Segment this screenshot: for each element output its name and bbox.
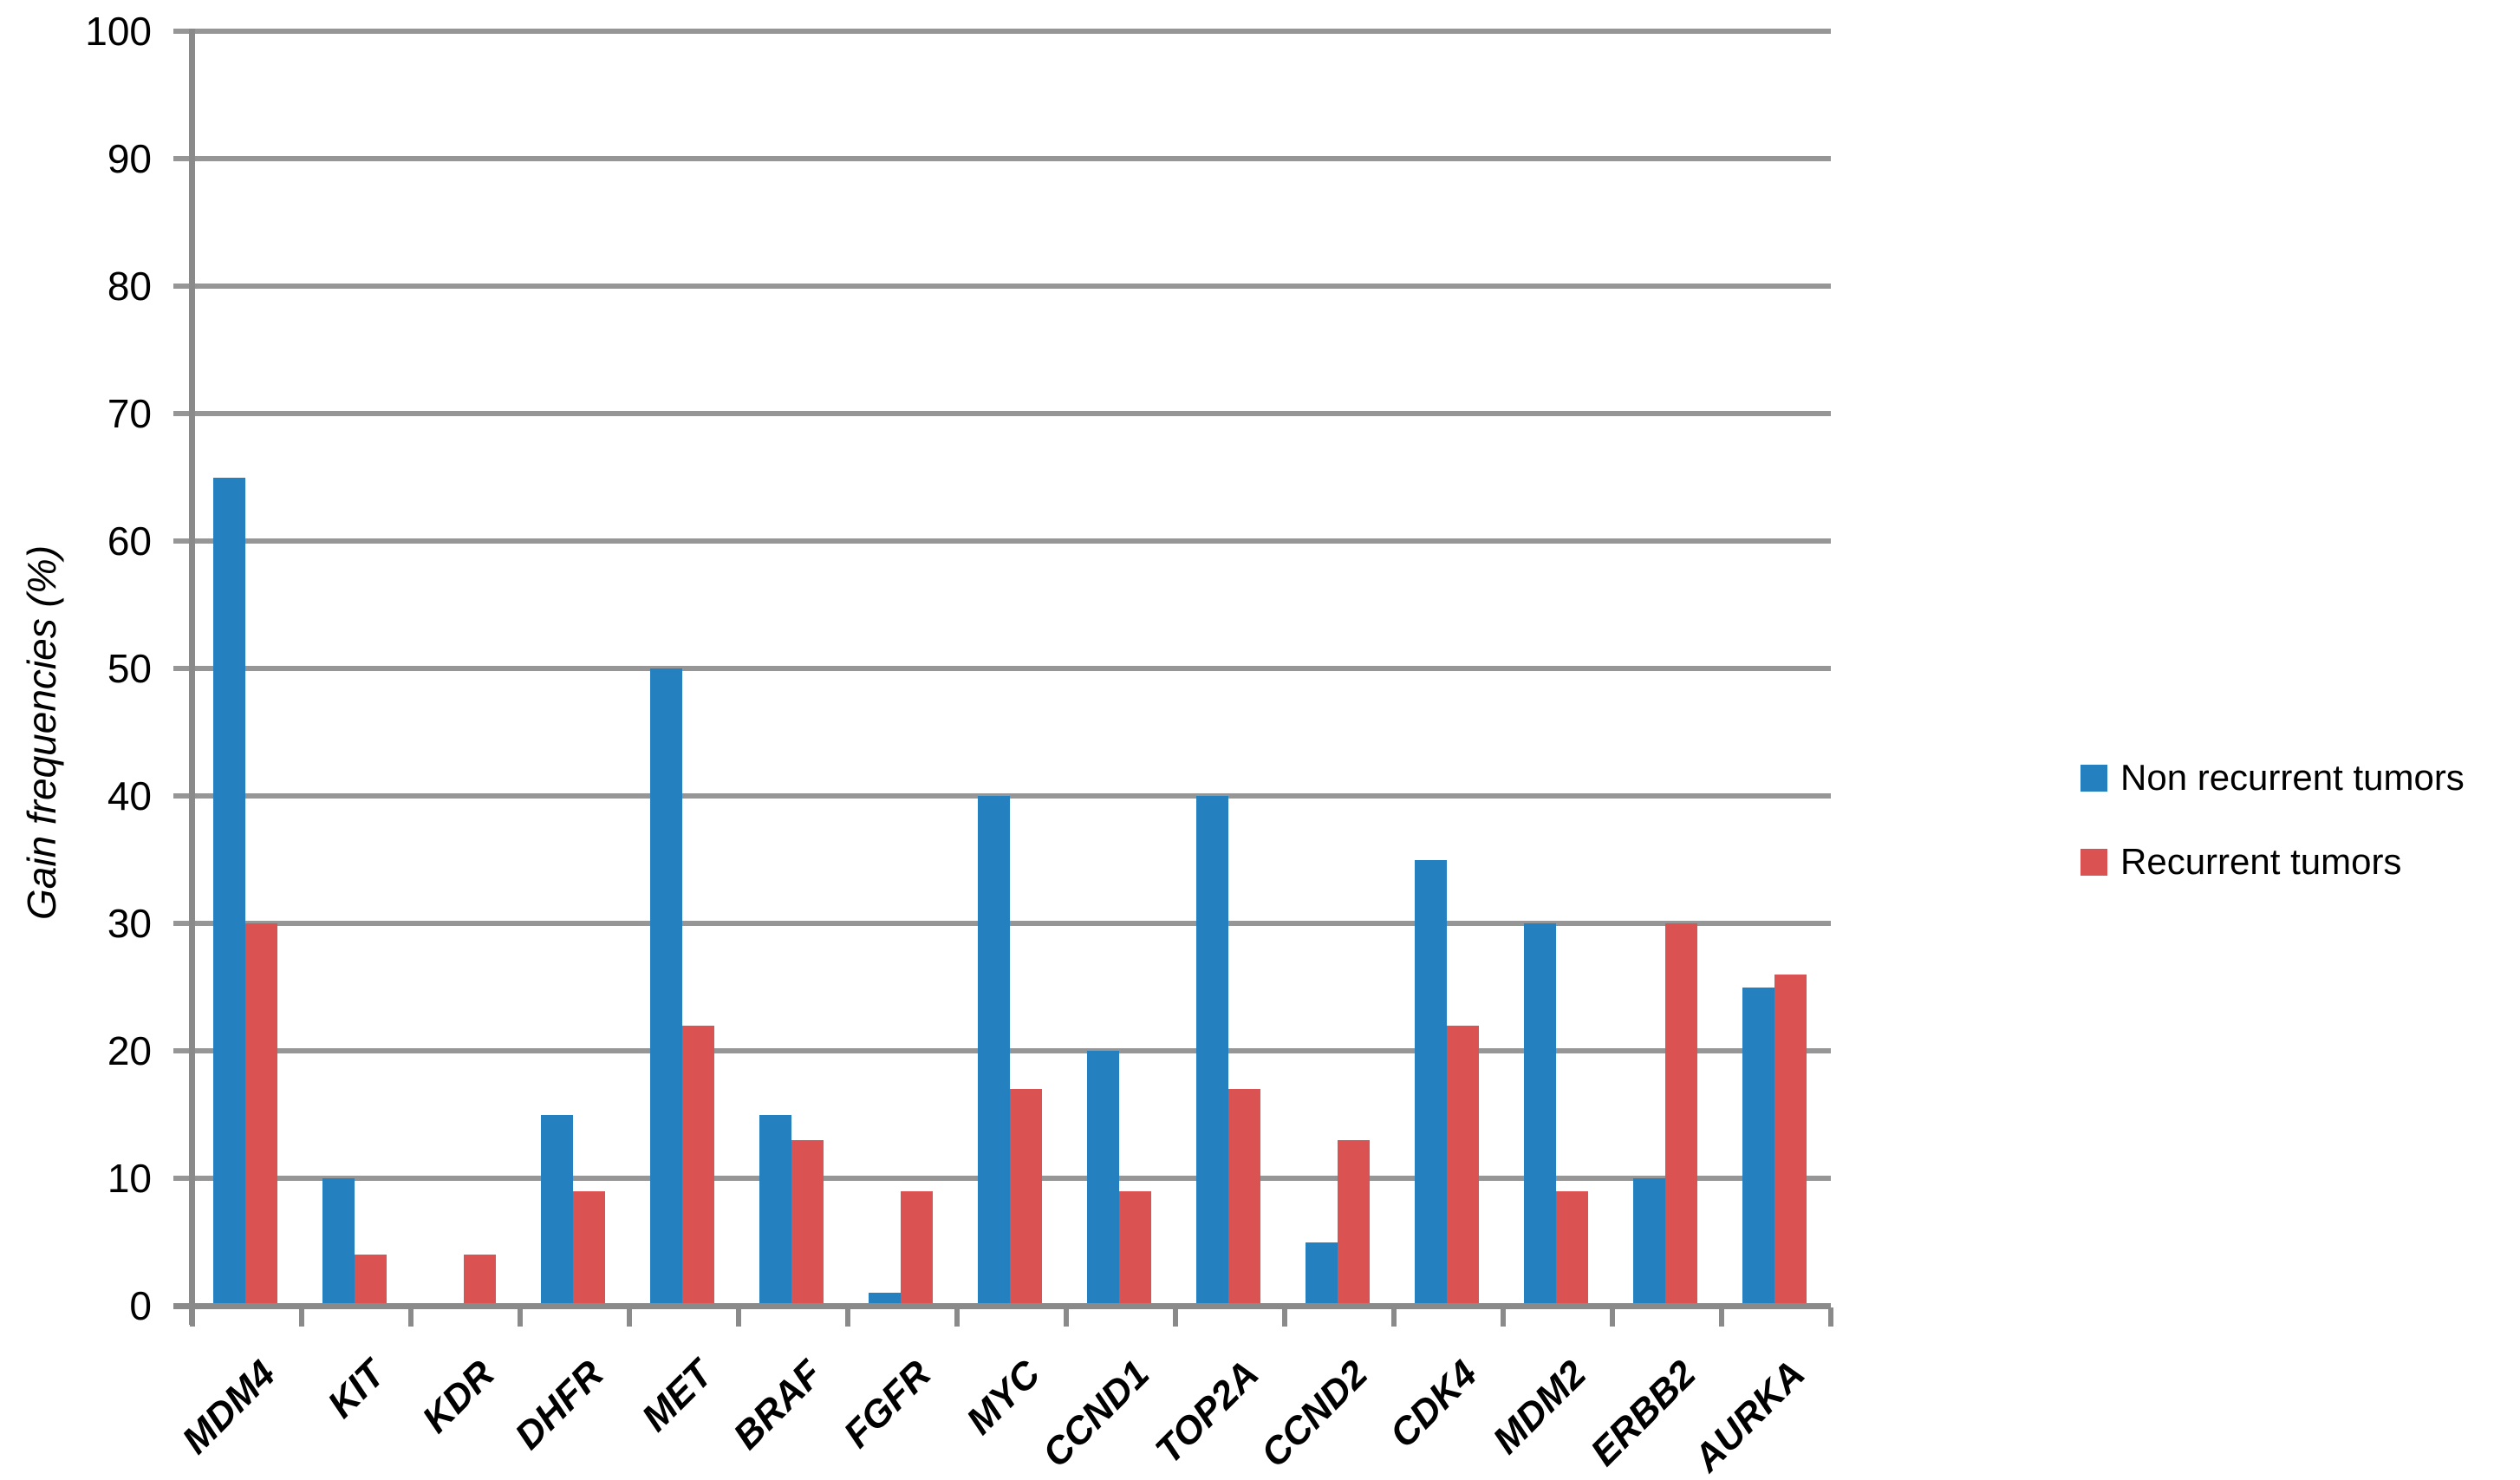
x-tick-6: [845, 1307, 850, 1327]
bar-non-recurrent-tumors-CDK4: [1415, 859, 1447, 1306]
y-tick-label-50: 50: [107, 646, 152, 691]
legend-label-non-recurrent: Non recurrent tumors: [2120, 757, 2465, 798]
y-axis-line: [189, 29, 195, 1325]
x-tick-12: [1501, 1307, 1506, 1327]
bar-non-recurrent-tumors-ERBB2: [1633, 1178, 1665, 1306]
legend-swatch-non-recurrent: [2080, 764, 2107, 792]
x-category-label-CDK4: CDK4: [1382, 1353, 1486, 1457]
x-category-label-MDM4: MDM4: [174, 1353, 284, 1463]
x-tick-0: [190, 1307, 195, 1327]
gridline-y-70: [173, 411, 1831, 416]
x-tick-4: [627, 1307, 632, 1327]
gridline-y-100: [173, 29, 1831, 34]
bar-non-recurrent-tumors-CCND2: [1306, 1242, 1338, 1306]
bar-non-recurrent-tumors-MDM2: [1524, 923, 1556, 1306]
bar-recurrent-tumors-CDK4: [1447, 1025, 1479, 1306]
y-tick-label-0: 0: [129, 1283, 152, 1328]
bar-non-recurrent-tumors-MDM4: [213, 477, 245, 1306]
bar-recurrent-tumors-CCND2: [1338, 1139, 1370, 1306]
legend-label-recurrent: Recurrent tumors: [2120, 841, 2402, 882]
bar-recurrent-tumors-MET: [682, 1025, 714, 1306]
bar-recurrent-tumors-FGFR: [901, 1190, 933, 1306]
bar-non-recurrent-tumors-MYC: [978, 796, 1010, 1306]
x-category-label-KDR: KDR: [413, 1353, 503, 1442]
x-tick-14: [1719, 1307, 1724, 1327]
gridline-y-60: [173, 538, 1831, 544]
legend-swatch-recurrent: [2080, 848, 2107, 876]
bar-non-recurrent-tumors-CCND1: [1087, 1051, 1119, 1306]
x-tick-5: [736, 1307, 741, 1327]
gridline-y-50: [173, 666, 1831, 671]
y-tick-label-20: 20: [107, 1028, 152, 1073]
legend-item-non-recurrent: Non recurrent tumors: [2080, 760, 2465, 796]
bar-recurrent-tumors-KDR: [464, 1255, 496, 1306]
bar-non-recurrent-tumors-KIT: [322, 1178, 355, 1306]
bar-non-recurrent-tumors-DHFR: [541, 1114, 573, 1306]
x-category-label-KIT: KIT: [319, 1353, 394, 1426]
y-tick-label-10: 10: [107, 1156, 152, 1201]
x-category-label-MDM2: MDM2: [1485, 1353, 1595, 1463]
bar-recurrent-tumors-ERBB2: [1665, 923, 1697, 1306]
bar-non-recurrent-tumors-AURKA: [1742, 987, 1774, 1306]
legend-item-recurrent: Recurrent tumors: [2080, 844, 2465, 880]
bar-non-recurrent-tumors-MET: [650, 668, 682, 1306]
x-tick-3: [518, 1307, 523, 1327]
y-tick-label-100: 100: [85, 9, 152, 54]
x-tick-2: [408, 1307, 413, 1327]
y-tick-label-60: 60: [107, 518, 152, 564]
legend: Non recurrent tumors Recurrent tumors: [2080, 760, 2465, 928]
bar-recurrent-tumors-MDM4: [245, 923, 277, 1306]
x-tick-11: [1391, 1307, 1397, 1327]
bar-non-recurrent-tumors-BRAF: [759, 1114, 791, 1306]
x-category-label-DHFR: DHFR: [506, 1353, 612, 1458]
x-tick-1: [299, 1307, 304, 1327]
x-category-label-CCND1: CCND1: [1034, 1353, 1158, 1476]
gridline-y-90: [173, 156, 1831, 161]
bar-recurrent-tumors-BRAF: [791, 1139, 824, 1306]
x-category-label-CCND2: CCND2: [1253, 1353, 1377, 1476]
x-category-label-AURKA: AURKA: [1685, 1353, 1813, 1480]
x-category-label-MYC: MYC: [958, 1353, 1049, 1443]
x-category-label-TOP2A: TOP2A: [1147, 1353, 1267, 1472]
x-tick-8: [1064, 1307, 1069, 1327]
x-category-label-BRAF: BRAF: [725, 1353, 830, 1458]
x-tick-13: [1610, 1307, 1615, 1327]
bar-recurrent-tumors-TOP2A: [1228, 1089, 1260, 1306]
bar-recurrent-tumors-AURKA: [1774, 974, 1807, 1306]
y-tick-label-90: 90: [107, 136, 152, 181]
x-tick-7: [954, 1307, 960, 1327]
y-tick-label-80: 80: [107, 264, 152, 309]
x-tick-9: [1173, 1307, 1178, 1327]
bar-non-recurrent-tumors-FGFR: [869, 1293, 901, 1306]
bar-recurrent-tumors-KIT: [355, 1255, 387, 1306]
y-tick-label-40: 40: [107, 773, 152, 818]
x-category-label-FGFR: FGFR: [836, 1353, 940, 1457]
bar-recurrent-tumors-DHFR: [573, 1190, 605, 1306]
bar-recurrent-tumors-MDM2: [1556, 1190, 1588, 1306]
x-category-label-ERBB2: ERBB2: [1582, 1353, 1704, 1475]
x-tick-15: [1828, 1307, 1833, 1327]
bar-non-recurrent-tumors-TOP2A: [1196, 796, 1228, 1306]
bar-recurrent-tumors-CCND1: [1119, 1190, 1151, 1306]
x-axis-line: [173, 1303, 1831, 1309]
x-category-label-MET: MET: [634, 1353, 721, 1440]
gridline-y-80: [173, 284, 1831, 289]
y-tick-label-30: 30: [107, 901, 152, 946]
y-tick-label-70: 70: [107, 391, 152, 436]
bar-recurrent-tumors-MYC: [1010, 1089, 1042, 1306]
x-tick-10: [1282, 1307, 1287, 1327]
